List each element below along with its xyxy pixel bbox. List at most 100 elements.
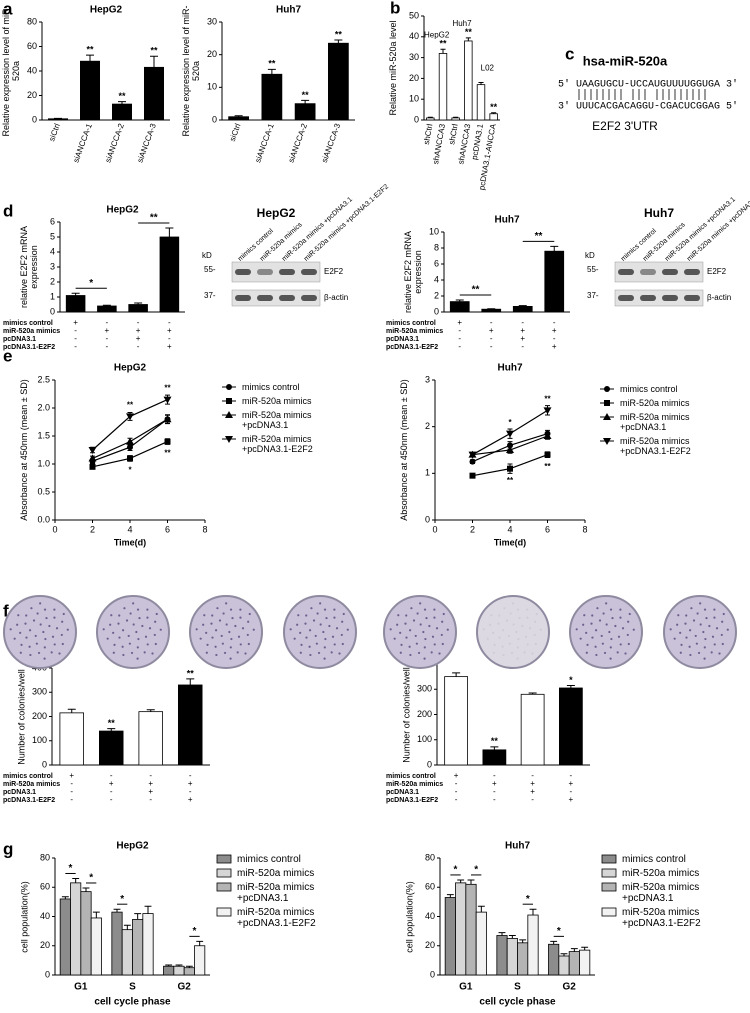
x-tick-label: 0 xyxy=(52,524,57,534)
point xyxy=(88,447,97,454)
colony xyxy=(323,657,326,660)
legend-label: miR-520a mimics +pcDNA3.1-E2F2 xyxy=(242,434,313,454)
treatment-sign: - xyxy=(106,318,109,327)
x-axis-label: Time(d) xyxy=(494,537,526,547)
colony xyxy=(229,657,232,660)
treatment-sign: - xyxy=(70,795,73,804)
treatment-sign: - xyxy=(493,795,496,804)
colony xyxy=(239,616,242,619)
colony xyxy=(501,629,505,632)
legend-marker xyxy=(225,436,233,443)
legend-label: miR-520a mimics xyxy=(622,868,700,879)
colony xyxy=(517,637,520,641)
legend-swatch xyxy=(216,854,232,864)
bar xyxy=(544,250,565,313)
colony xyxy=(591,636,594,639)
colony xyxy=(248,612,251,616)
treatment-sign: + xyxy=(569,795,574,804)
legend-marker xyxy=(226,384,232,390)
bar xyxy=(173,965,185,976)
colony xyxy=(422,630,425,634)
treatment-sign: + xyxy=(105,326,110,335)
blot-title: Huh7 xyxy=(644,206,674,220)
bar xyxy=(527,914,539,976)
y-axis-label: Number of colonies/well xyxy=(401,666,411,763)
colony xyxy=(341,642,344,646)
band-label: E2F2 xyxy=(707,267,727,276)
colony xyxy=(319,602,322,605)
colony xyxy=(669,628,672,631)
chart-title: HepG2 xyxy=(106,205,139,216)
significance: ** xyxy=(544,394,551,403)
colony xyxy=(144,635,148,638)
colony xyxy=(524,635,528,638)
colony xyxy=(16,623,19,626)
colony xyxy=(396,623,399,626)
error-bar xyxy=(560,953,568,956)
comparison-label: ** xyxy=(535,231,543,242)
bar xyxy=(48,118,69,121)
treatment-label: miR-520a mimics xyxy=(3,328,60,335)
colony-plate xyxy=(569,595,643,669)
colony xyxy=(431,635,435,638)
y-tick-label: 20 xyxy=(27,90,37,100)
x-tick-label: 2 xyxy=(470,524,475,534)
colony xyxy=(24,622,27,625)
colony xyxy=(328,624,331,628)
y-axis-label: Relative miR-520a level xyxy=(388,20,398,116)
y-tick-label: 2.5 xyxy=(37,374,50,384)
colony xyxy=(626,633,629,637)
comparison-label: * xyxy=(557,926,561,937)
blot-band xyxy=(257,269,273,275)
colony xyxy=(330,651,333,654)
colony xyxy=(136,608,140,611)
bar xyxy=(138,711,163,766)
legend-swatch xyxy=(216,882,232,892)
y-tick-label: 50 xyxy=(409,10,419,20)
significance: ** xyxy=(302,90,310,100)
error-bar xyxy=(118,101,126,105)
blot-membrane xyxy=(614,261,704,283)
error-bar xyxy=(175,964,183,967)
colony xyxy=(136,646,139,649)
point xyxy=(163,415,172,423)
blot-marker: 55- xyxy=(204,265,216,274)
colony xyxy=(135,630,138,634)
blot-membrane xyxy=(231,289,321,307)
treatment-sign: - xyxy=(570,771,573,780)
group-label: Huh7 xyxy=(452,19,472,28)
bar xyxy=(476,84,486,121)
colony xyxy=(202,623,205,626)
bar xyxy=(228,116,249,121)
y-tick-label: 10 xyxy=(429,226,439,236)
legend-marker xyxy=(604,400,610,406)
y-tick-label: 4 xyxy=(50,246,55,256)
colony xyxy=(159,628,162,631)
y-tick-label: 0 xyxy=(50,306,55,316)
colony xyxy=(129,612,132,615)
colony xyxy=(697,651,701,655)
colony xyxy=(293,637,296,640)
x-tick-label: 4 xyxy=(507,524,512,534)
colony xyxy=(117,622,120,625)
error-bar xyxy=(134,913,142,920)
bar xyxy=(481,308,502,313)
colony xyxy=(583,614,586,617)
point xyxy=(469,472,476,479)
treatment-sign: - xyxy=(189,787,192,796)
comparison-label: * xyxy=(474,865,478,876)
bar xyxy=(489,113,498,121)
colony xyxy=(610,637,613,641)
x-tick-label: siANCCA-3 xyxy=(135,122,158,164)
colony xyxy=(225,623,228,626)
band-label: β-actin xyxy=(324,293,348,302)
treatment-sign: - xyxy=(493,771,496,780)
colony xyxy=(417,651,421,655)
y-tick-label: 0 xyxy=(434,306,439,316)
y-tick-label: 2 xyxy=(50,276,55,286)
treatment-sign: + xyxy=(454,771,459,780)
colony xyxy=(346,628,349,631)
colony xyxy=(252,628,255,631)
bar xyxy=(444,676,468,766)
colony xyxy=(338,652,341,655)
